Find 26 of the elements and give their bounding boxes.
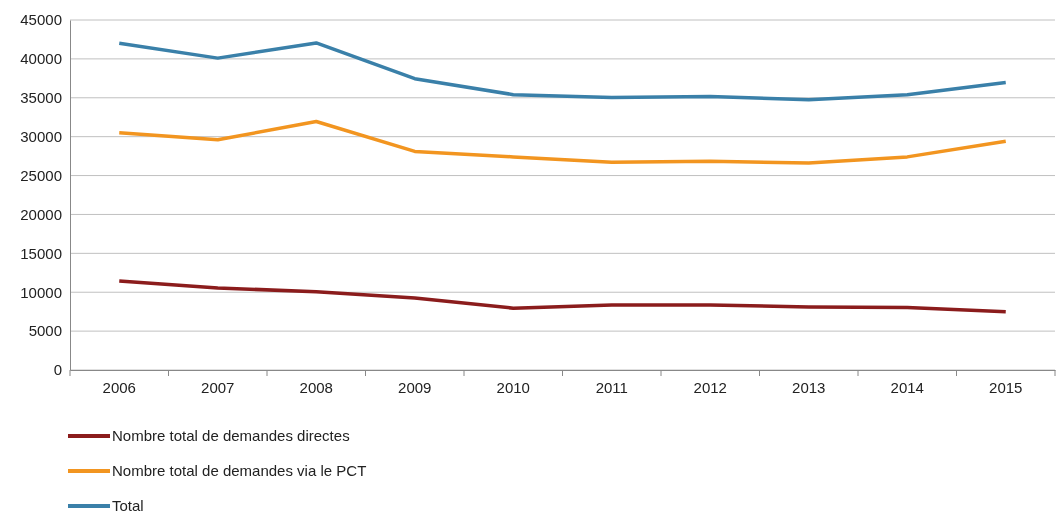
line-series <box>117 41 1008 102</box>
y-tick-label: 0 <box>53 361 62 379</box>
x-tick-label: 2007 <box>201 378 235 396</box>
x-tick-label: 2008 <box>299 378 333 396</box>
line-series <box>117 279 1008 314</box>
y-tick-label: 45000 <box>20 11 62 29</box>
legend-label: Nombre total de demandes via le PCT <box>112 462 367 479</box>
x-tick-label: 2014 <box>890 378 924 396</box>
x-tick-label: 2006 <box>102 378 136 396</box>
x-tick-label: 2015 <box>989 378 1023 396</box>
legend-label: Nombre total de demandes directes <box>112 427 350 444</box>
x-tick-label: 2013 <box>792 378 826 396</box>
y-tick-label: 35000 <box>20 89 62 107</box>
y-tick-label: 5000 <box>28 322 62 340</box>
x-tick-label: 2012 <box>693 378 727 396</box>
x-tick-label: 2010 <box>496 378 530 396</box>
x-tick-label: 2011 <box>595 378 628 396</box>
y-tick-label: 25000 <box>20 166 62 184</box>
y-tick-label: 20000 <box>20 205 62 223</box>
y-tick-label: 40000 <box>20 50 62 68</box>
y-tick-label: 15000 <box>20 244 62 262</box>
line-series <box>117 119 1008 165</box>
x-tick-label: 2009 <box>398 378 432 396</box>
legend-label: Total <box>112 497 144 512</box>
y-tick-label: 10000 <box>20 283 62 301</box>
y-tick-label: 30000 <box>20 127 62 145</box>
